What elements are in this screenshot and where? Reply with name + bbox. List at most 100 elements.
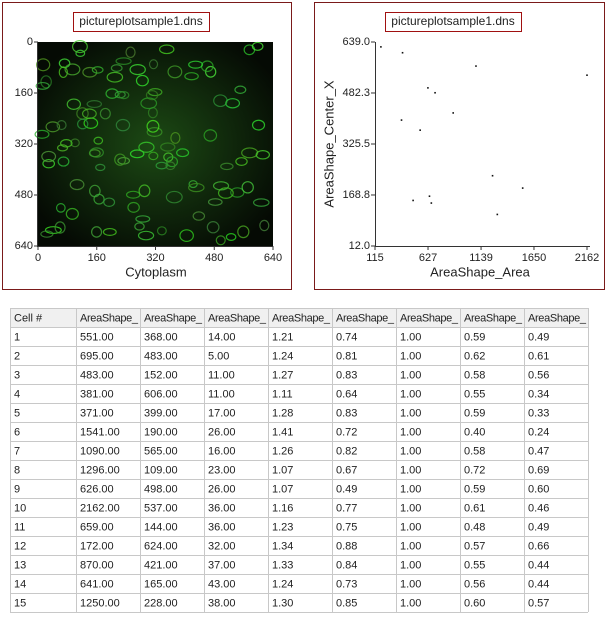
table-cell: 0.44 (528, 559, 549, 571)
table-cell: 172.00 (80, 540, 114, 552)
column-header: AreaShape_ (144, 312, 203, 324)
x-tick-label: 640 (264, 252, 282, 264)
table-cell: 0.84 (336, 559, 357, 571)
cell (41, 150, 57, 163)
cell (86, 100, 103, 109)
table-cell: 0.58 (464, 369, 485, 381)
table-cell: 0.48 (464, 521, 485, 533)
table-cell: 38.00 (208, 597, 236, 609)
table-cell: 11 (14, 521, 25, 533)
table-cell: 0.59 (464, 331, 485, 343)
cell (114, 153, 127, 166)
table-cell: 1.00 (400, 445, 421, 457)
cell (54, 221, 66, 234)
cell (45, 121, 61, 133)
scatter-point (496, 213, 499, 216)
table-cell: 1.21 (272, 331, 293, 343)
table-cell: 0.33 (528, 407, 549, 419)
table-cell: 0.88 (336, 540, 357, 552)
table-cell: 12 (14, 540, 26, 552)
table-cell: 695.00 (80, 350, 114, 362)
table-cell: 624.00 (144, 540, 178, 552)
plot-title: pictureplotsample1.dns (79, 14, 202, 28)
table-cell: 0.74 (336, 331, 357, 343)
table-cell: 1.00 (400, 388, 421, 400)
cell (129, 149, 145, 159)
table-cell: 14.00 (208, 331, 236, 343)
cell (70, 138, 80, 148)
cell (188, 182, 205, 193)
table-cell: 0.49 (528, 331, 549, 343)
table-cell: 1.07 (272, 464, 293, 476)
cell (89, 147, 104, 158)
table-cell: 1.28 (272, 407, 293, 419)
table-cell: 0.56 (464, 578, 485, 590)
table-cell: 11.00 (208, 388, 235, 400)
cell (230, 187, 245, 198)
scatter-point (400, 119, 403, 121)
table-cell: 1 (14, 331, 20, 343)
cell (188, 60, 204, 69)
table-cell: 165.00 (144, 578, 178, 590)
column-header: AreaShape_ (272, 312, 331, 324)
cell (77, 118, 89, 130)
table-cell: 0.72 (336, 426, 357, 438)
table-cell: 0.61 (528, 350, 549, 362)
column-header: AreaShape_ (208, 312, 267, 324)
cell (167, 65, 183, 79)
table-cell: 5.00 (208, 350, 229, 362)
table-cell: 537.00 (144, 502, 178, 514)
table-cell: 1.00 (400, 464, 421, 476)
x-axis-label: AreaShape_Area (430, 264, 531, 279)
column-header: AreaShape_ (400, 312, 459, 324)
cell (69, 179, 85, 191)
x-tick-label: 115 (366, 252, 384, 264)
table-cell: 399.00 (144, 407, 178, 419)
cell (220, 162, 234, 171)
cell (115, 118, 131, 132)
cell (225, 233, 237, 241)
cell (129, 63, 146, 76)
table-cell: 0.67 (336, 464, 357, 476)
cell (237, 225, 250, 239)
table-cell: 0.83 (336, 369, 357, 381)
cell (146, 127, 163, 137)
x-tick-label: 480 (205, 252, 223, 264)
scatter-point (452, 112, 454, 114)
y-tick-label: 482.3 (342, 87, 370, 99)
table-cell: 870.00 (80, 559, 114, 571)
table-cell: 565.00 (144, 445, 178, 457)
table-cell: 381.00 (80, 388, 114, 400)
right-panel (314, 2, 605, 290)
scatter-point (475, 65, 477, 67)
table-cell: 6 (14, 426, 20, 438)
table-cell: 14 (14, 578, 26, 590)
cell (140, 97, 158, 110)
y-tick-label: 480 (15, 189, 33, 201)
table-cell: 0.64 (336, 388, 357, 400)
table-cell: 5 (14, 407, 20, 419)
scatter-point (586, 74, 588, 76)
table-cell: 1296.00 (80, 464, 120, 476)
table-cell: 1.11 (272, 388, 293, 400)
cell (235, 157, 248, 166)
cell (184, 72, 199, 81)
column-header: AreaShape_ (464, 312, 523, 324)
cell (148, 151, 159, 161)
table-cell: 11.00 (208, 369, 235, 381)
cell (56, 120, 67, 131)
cell (241, 181, 254, 194)
table-cell: 0.55 (464, 388, 485, 400)
table-cell: 483.00 (80, 369, 114, 381)
table-cell: 2 (14, 350, 20, 362)
x-tick-label: 627 (419, 252, 437, 264)
table-cell: 1.00 (400, 331, 421, 343)
table-cell: 0.34 (528, 388, 549, 400)
cell (234, 85, 247, 94)
cell (176, 148, 190, 158)
x-tick-label: 320 (146, 252, 164, 264)
table-cell: 641.00 (80, 578, 114, 590)
cell (135, 215, 151, 223)
cell (165, 161, 176, 171)
